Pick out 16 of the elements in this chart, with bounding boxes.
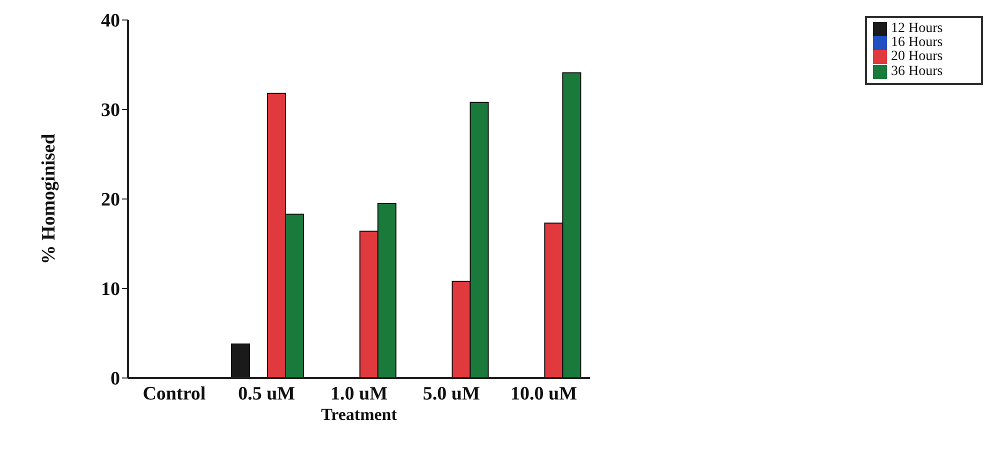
- legend-label: 12 Hours: [891, 21, 943, 36]
- y-axis-title: % Homoginised: [38, 133, 60, 264]
- legend-label: 36 Hours: [891, 64, 943, 79]
- x-tick-label: 1.0 uM: [330, 383, 388, 404]
- x-tick-label: Control: [142, 383, 206, 404]
- x-axis-title: Treatment: [321, 405, 398, 424]
- y-tick-label: 20: [101, 190, 120, 211]
- x-tick-label: 0.5 uM: [238, 383, 296, 404]
- x-tick-label: 5.0 uM: [422, 383, 480, 404]
- legend-label: 16 Hours: [891, 35, 943, 50]
- legend-label: 20 Hours: [891, 50, 943, 65]
- y-tick-label: 40: [101, 10, 120, 32]
- y-tick-label: 10: [101, 279, 120, 300]
- x-tick-label: 10.0 uM: [510, 383, 578, 404]
- y-tick-label: 30: [101, 100, 120, 122]
- y-tick-label: 0: [110, 368, 120, 390]
